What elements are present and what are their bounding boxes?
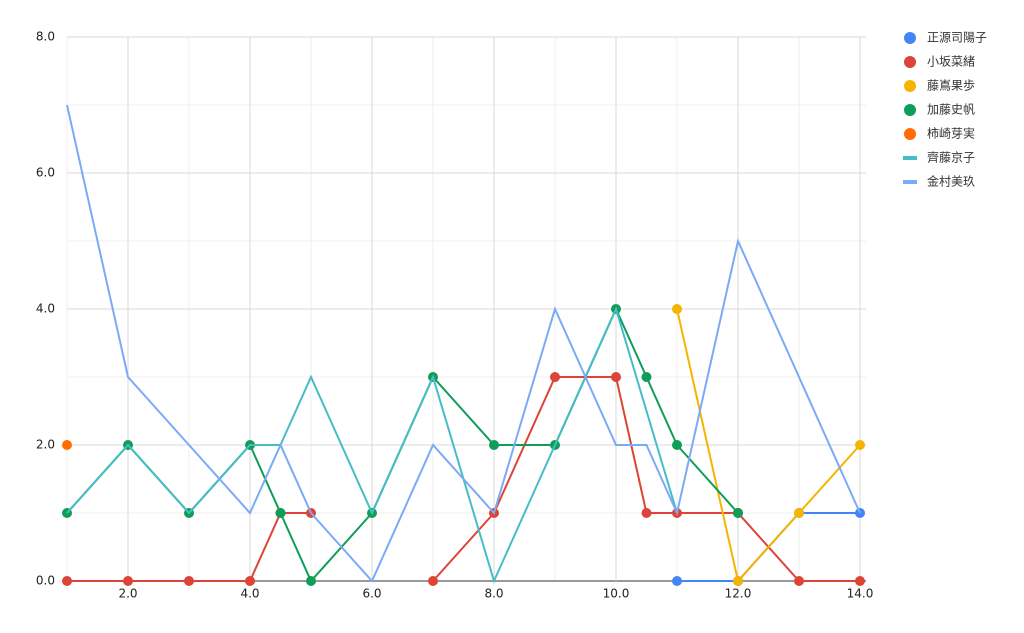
point	[794, 508, 804, 518]
legend-text: 正源司陽子	[927, 31, 987, 45]
x-tick-label: 4.0	[240, 587, 259, 601]
point	[550, 372, 560, 382]
x-tick-label: 6.0	[362, 587, 381, 601]
legend-text: 加藤史帆	[927, 102, 975, 117]
legend-marker	[904, 104, 916, 116]
point	[123, 576, 133, 586]
legend-marker	[903, 156, 917, 160]
point	[794, 576, 804, 586]
series-line	[676, 308, 861, 584]
legend-text: 金村美玖	[927, 174, 975, 189]
point	[733, 508, 743, 518]
point	[733, 576, 743, 586]
series-line	[67, 512, 311, 582]
series-line	[66, 104, 861, 583]
y-tick-label: 6.0	[36, 166, 55, 180]
point	[672, 576, 682, 586]
point	[672, 440, 682, 450]
series-line	[66, 306, 678, 584]
point	[611, 372, 621, 382]
point	[184, 576, 194, 586]
x-tick-label: 10.0	[603, 587, 630, 601]
legend-marker	[904, 32, 916, 44]
legend-text: 藤嶌果歩	[927, 78, 975, 93]
point	[641, 372, 652, 382]
point	[62, 576, 72, 586]
point	[245, 576, 255, 586]
legend-marker	[903, 180, 917, 184]
point	[641, 508, 652, 518]
x-tick-label: 2.0	[118, 587, 137, 601]
x-tick-label: 12.0	[725, 587, 752, 601]
legend-marker	[904, 56, 916, 68]
x-tick-label: 14.0	[847, 587, 874, 601]
y-tick-label: 2.0	[36, 438, 55, 452]
point	[62, 440, 72, 450]
point	[855, 576, 865, 586]
point	[672, 304, 682, 314]
legend-text: 齊藤京子	[927, 151, 975, 165]
point	[275, 508, 286, 518]
legend-marker	[904, 80, 916, 92]
point	[489, 440, 499, 450]
y-tick-label: 0.0	[36, 574, 55, 588]
legend-text: 小坂菜緒	[927, 54, 975, 69]
x-tick-label: 8.0	[484, 587, 503, 601]
legend-marker	[904, 128, 916, 140]
legend-text: 柿崎芽実	[927, 126, 975, 141]
point	[428, 576, 438, 586]
y-tick-label: 4.0	[36, 302, 55, 316]
point	[855, 440, 865, 450]
y-tick-label: 8.0	[36, 30, 55, 44]
point	[306, 576, 316, 586]
